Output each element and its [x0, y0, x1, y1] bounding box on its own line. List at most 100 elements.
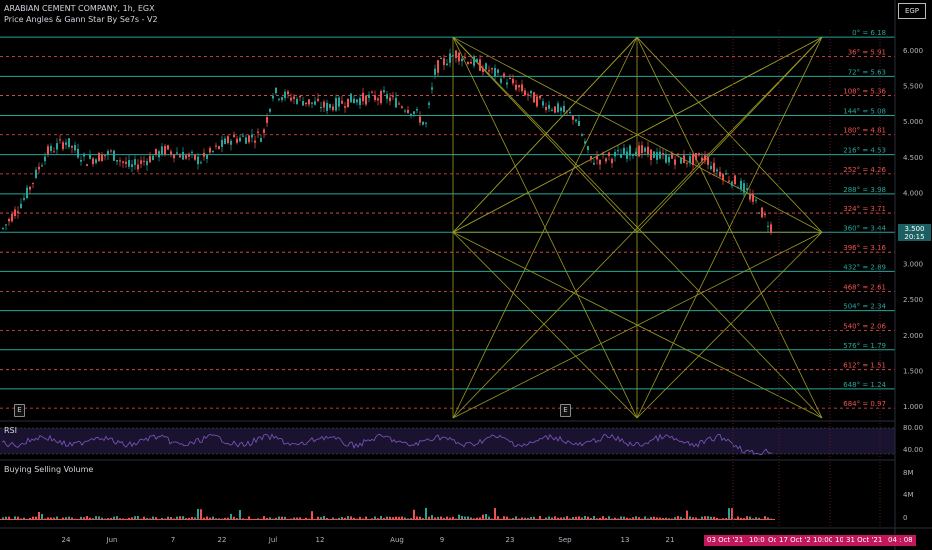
candle-body	[182, 151, 184, 160]
candle-body	[236, 138, 238, 143]
candle-body	[743, 183, 745, 193]
candle-body	[674, 159, 676, 165]
gann-star-line	[452, 231, 638, 419]
volume-bar	[227, 517, 229, 520]
time-highlight-label: 10:00	[746, 535, 773, 546]
candle-body	[350, 93, 352, 103]
candle-body	[611, 158, 613, 164]
volume-bar	[599, 517, 601, 520]
volume-bar	[239, 510, 241, 520]
candle-body	[458, 52, 460, 62]
candle-body	[653, 151, 655, 159]
candle-body	[599, 159, 601, 165]
volume-title: Buying Selling Volume	[4, 465, 94, 474]
earnings-marker-icon[interactable]: E	[560, 404, 571, 417]
candle-body	[35, 169, 37, 178]
volume-bar	[440, 516, 442, 520]
candle-body	[365, 95, 367, 105]
candle-body	[686, 162, 688, 164]
candle-body	[293, 96, 295, 99]
volume-bar	[551, 517, 553, 520]
candle-body	[416, 109, 418, 111]
candle-body	[467, 61, 469, 65]
candle-body	[680, 157, 682, 164]
gann-level-label: 612° = 1.51	[843, 362, 886, 370]
candle-body	[191, 151, 193, 153]
volume-bar	[485, 513, 487, 520]
candle-body	[470, 61, 472, 64]
volume-bar	[635, 516, 637, 520]
candle-body	[554, 106, 556, 113]
candle-body	[314, 101, 316, 105]
volume-bar	[383, 517, 385, 520]
volume-bar	[665, 517, 667, 520]
candle-body	[515, 84, 517, 90]
candle-body	[455, 50, 457, 58]
price-axis-label: 3.000	[903, 261, 923, 269]
candle-body	[2, 227, 4, 229]
volume-bar	[449, 517, 451, 520]
volume-bar	[365, 516, 367, 520]
volume-bar	[161, 517, 163, 520]
candle-body	[77, 148, 79, 158]
earnings-marker-icon[interactable]: E	[14, 404, 25, 417]
candle-body	[578, 120, 580, 127]
candle-body	[389, 97, 391, 102]
gann-level-label: 108° = 5.36	[843, 88, 886, 96]
gann-level-label: 72° = 5.63	[848, 68, 886, 76]
volume-bar	[707, 516, 709, 520]
volume-bar	[584, 516, 586, 520]
volume-bar	[68, 516, 70, 520]
candle-body	[638, 145, 640, 157]
candle-body	[98, 152, 100, 162]
candle-body	[503, 73, 505, 78]
candle-body	[584, 141, 586, 144]
volume-bar	[674, 517, 676, 520]
volume-bar	[230, 513, 232, 520]
volume-bar	[338, 517, 340, 520]
rsi-axis-label: 80.00	[903, 424, 923, 432]
candle-body	[62, 142, 64, 150]
volume-bar	[755, 517, 757, 520]
candle-body	[443, 58, 445, 65]
candle-body	[47, 146, 49, 155]
candle-body	[161, 146, 163, 155]
candle-body	[362, 92, 364, 102]
candle-body	[374, 95, 376, 101]
candle-body	[125, 161, 127, 164]
candle-body	[626, 151, 628, 159]
volume-bar	[353, 517, 355, 520]
candle-body	[230, 140, 232, 145]
candle-body	[8, 219, 10, 222]
candle-body	[74, 145, 76, 151]
candle-body	[758, 212, 760, 214]
candle-body	[770, 224, 772, 233]
gann-level-label: 684° = 0.97	[843, 400, 886, 408]
volume-bar	[392, 517, 394, 520]
candle-body	[170, 151, 172, 155]
candle-body	[698, 153, 700, 156]
price-axis-label: 6.000	[903, 47, 923, 55]
candle-body	[152, 155, 154, 161]
gann-level-label: 180° = 4.81	[843, 127, 886, 135]
candle-body	[422, 121, 424, 125]
candle-body	[338, 97, 340, 107]
candle-body	[341, 100, 343, 104]
candle-body	[224, 138, 226, 144]
volume-bar	[86, 516, 88, 520]
volume-bar	[194, 517, 196, 520]
candle-body	[107, 151, 109, 155]
candle-body	[20, 203, 22, 208]
gann-level-label: 576° = 1.79	[843, 342, 886, 350]
time-highlight-label: 10:00	[810, 535, 837, 546]
volume-bar	[380, 516, 382, 520]
candle-body	[488, 70, 490, 72]
currency-button[interactable]: EGP	[898, 3, 926, 19]
candle-body	[332, 106, 334, 111]
candle-body	[95, 159, 97, 164]
candle-body	[413, 111, 415, 114]
candle-body	[302, 101, 304, 106]
candle-body	[248, 135, 250, 143]
candle-body	[509, 78, 511, 80]
